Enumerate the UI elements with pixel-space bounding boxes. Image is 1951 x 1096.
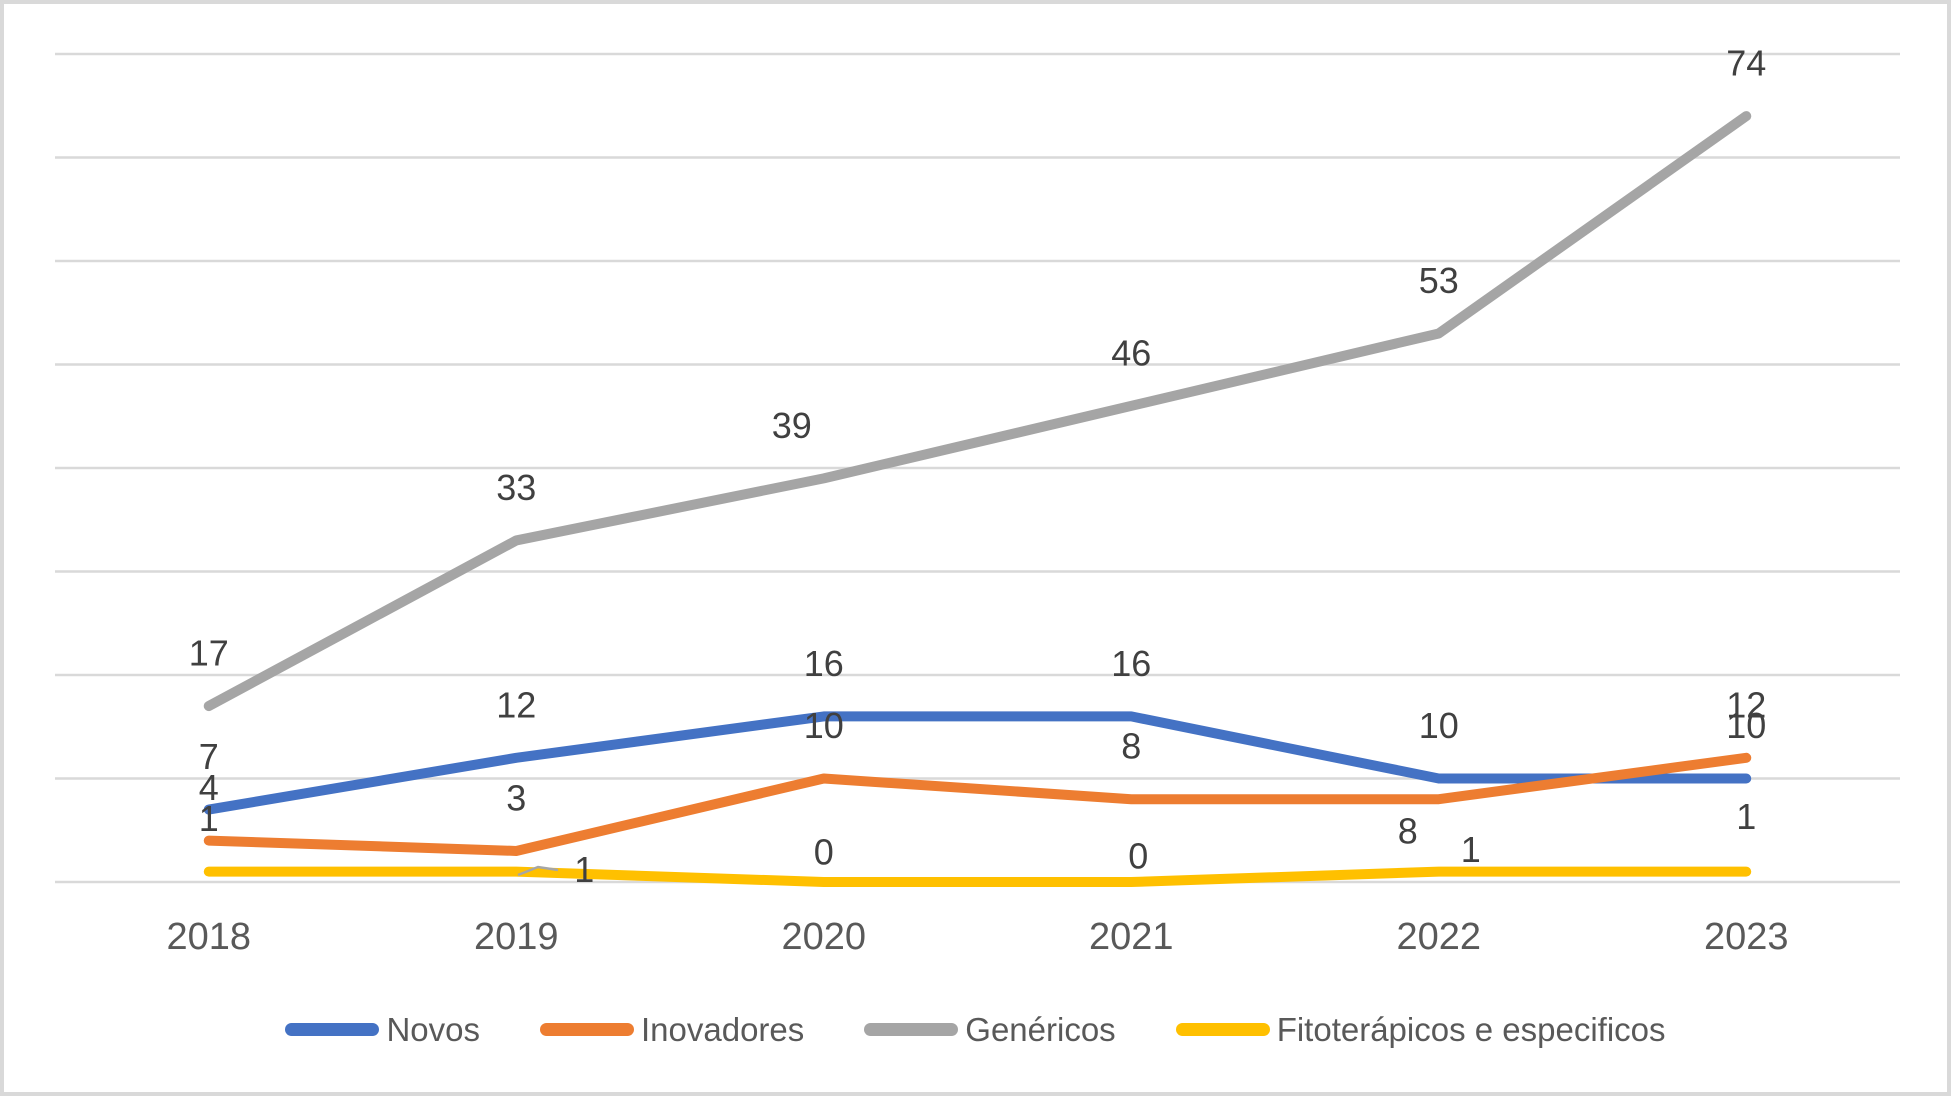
series-line-gen-ricos: [203, 111, 1752, 712]
data-label: 1: [1736, 796, 1756, 837]
data-label: 3: [506, 777, 526, 818]
data-label: 46: [1111, 332, 1151, 373]
label-leader-line: [517, 865, 559, 877]
data-label: 0: [1128, 836, 1148, 877]
x-axis-label: 2019: [474, 916, 559, 958]
data-label: 53: [1419, 260, 1459, 301]
data-label: 0: [814, 832, 834, 873]
data-label: 1: [574, 849, 594, 890]
data-label: 16: [1111, 643, 1151, 684]
data-label: 7: [199, 736, 219, 777]
data-label: 33: [496, 467, 536, 508]
data-label: 10: [1419, 705, 1459, 746]
data-label: 10: [1726, 705, 1766, 746]
data-label: 8: [1121, 726, 1141, 767]
data-label: 12: [1726, 684, 1766, 725]
series-line-inovadores: [203, 752, 1752, 856]
x-axis-label: 2018: [166, 916, 251, 958]
data-label: 39: [772, 405, 812, 446]
series-line-novos: [203, 711, 1752, 815]
data-label: 12: [496, 684, 536, 725]
x-axis-label: 2022: [1396, 916, 1481, 958]
data-label: 17: [189, 633, 229, 674]
x-axis-label: 2020: [781, 916, 866, 958]
data-label: 1: [199, 798, 219, 839]
data-label: 1: [1461, 829, 1481, 870]
x-axis-label: 2023: [1704, 916, 1789, 958]
data-label: 16: [804, 643, 844, 684]
data-label: 10: [804, 705, 844, 746]
x-axis-label: 2021: [1089, 916, 1174, 958]
data-label: 4: [199, 767, 219, 808]
data-label: 74: [1726, 43, 1766, 84]
series-line-fitoter-picos-e-especificos: [203, 866, 1752, 887]
data-label: 8: [1398, 811, 1418, 852]
